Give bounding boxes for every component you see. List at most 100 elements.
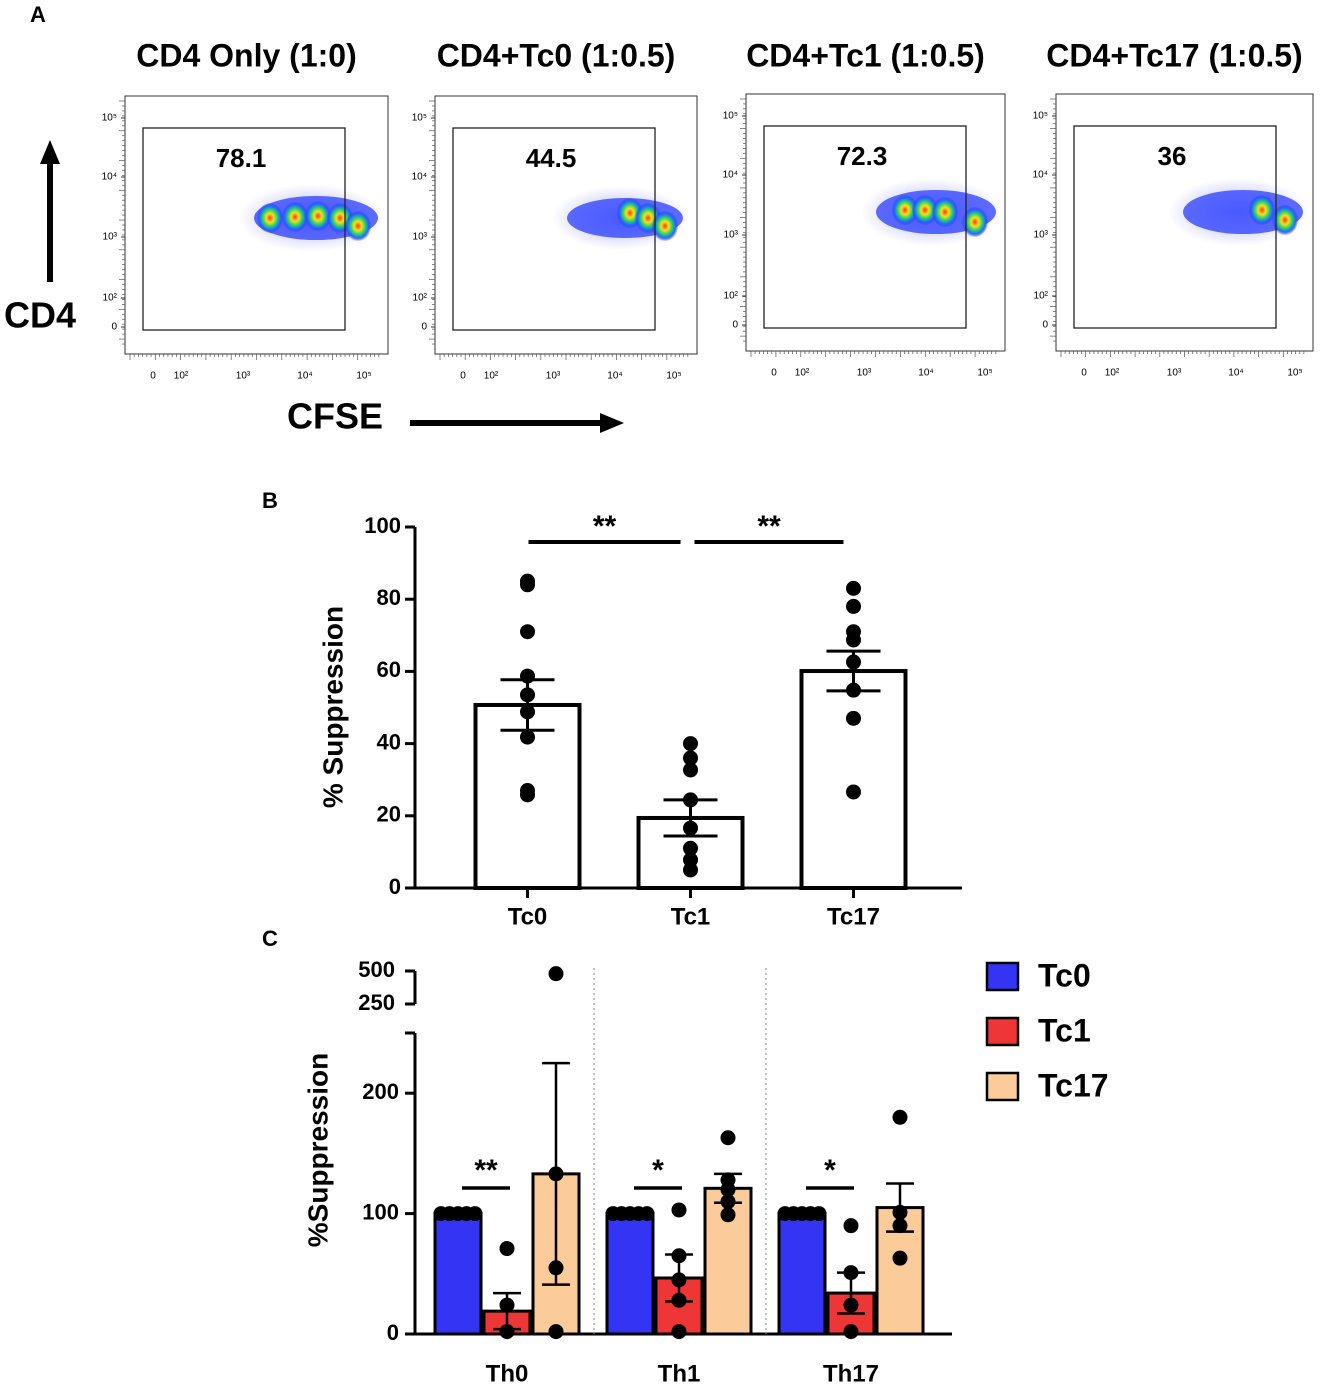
y-axis-title: % Suppression (317, 606, 348, 808)
gate-value: 36 (1158, 141, 1187, 171)
x-tick-label: 0 (771, 368, 777, 379)
data-point (671, 1324, 687, 1340)
data-point (548, 1324, 564, 1340)
x-tick-label: 10³ (1167, 368, 1182, 379)
y-tick-label: 10³ (1034, 230, 1049, 241)
gate-value: 72.3 (837, 141, 888, 171)
data-point (846, 580, 861, 596)
data-point (499, 1241, 515, 1257)
data-point (671, 1248, 687, 1264)
cell-cluster (345, 211, 371, 241)
significance-label: ** (474, 1154, 498, 1187)
data-point (520, 704, 535, 720)
cell-cluster (912, 195, 938, 225)
y-tick-label: 10² (413, 293, 428, 304)
x-tick-label: Tc17 (827, 903, 880, 930)
legend-swatch (985, 961, 1020, 992)
data-point (811, 1206, 827, 1222)
data-point (843, 1218, 859, 1234)
data-point (467, 1206, 483, 1222)
cfse-arrow-head (600, 413, 624, 433)
x-tick-label: Th17 (823, 1360, 879, 1387)
y-tick-label: 10⁵ (412, 113, 427, 124)
y-tick-label: 10⁴ (1033, 170, 1048, 181)
data-point (683, 820, 698, 836)
data-point (720, 1207, 736, 1223)
cell-cluster (932, 197, 958, 227)
data-point (671, 1292, 687, 1308)
panel-label: B (262, 488, 278, 513)
data-point (720, 1130, 736, 1146)
gate (142, 127, 346, 331)
x-tick-label: Tc1 (671, 903, 711, 930)
gate (763, 125, 967, 329)
y-tick-label: 250 (358, 990, 395, 1015)
data-point (846, 710, 861, 726)
data-point (846, 632, 861, 648)
significance-label: ** (757, 510, 781, 543)
y-tick-label: 10³ (103, 232, 118, 243)
legend-swatch (985, 1016, 1020, 1047)
x-tick-label: 10² (1105, 368, 1120, 379)
y-axis-title: %Suppression (302, 1053, 333, 1247)
y-tick-label: 40 (377, 729, 401, 754)
y-tick-label: 0 (111, 322, 117, 333)
y-tick-label: 10³ (413, 232, 428, 243)
data-point (520, 668, 535, 684)
bar (605, 1212, 655, 1336)
data-point (892, 1109, 908, 1125)
y-tick-label: 100 (364, 513, 401, 538)
y-tick-label: 10⁴ (102, 172, 117, 183)
y-tick-label: 10⁴ (412, 172, 427, 183)
y-tick-label: 10⁵ (1033, 111, 1048, 122)
gate-value: 44.5 (526, 143, 577, 173)
data-point (892, 1218, 908, 1234)
data-point (520, 577, 535, 593)
cell-cluster (962, 207, 988, 237)
data-point (892, 1250, 908, 1266)
x-tick-label: 10⁴ (1228, 368, 1243, 379)
x-tick-label: 0 (1081, 368, 1087, 379)
data-point (892, 1204, 908, 1220)
gate (1073, 125, 1277, 329)
y-tick-label: 500 (358, 957, 395, 982)
data-point (843, 1297, 859, 1313)
y-tick-label: 0 (387, 1320, 399, 1345)
x-tick-label: 10⁵ (356, 371, 371, 382)
data-point (846, 682, 861, 698)
data-point (683, 762, 698, 778)
bar (799, 669, 908, 890)
y-tick-label: 10⁵ (102, 113, 117, 124)
data-point (683, 736, 698, 752)
y-tick-label: 10³ (724, 230, 739, 241)
x-tick-label: Th1 (658, 1360, 701, 1387)
x-axis-label: CFSE (287, 396, 383, 437)
x-tick-label: 10⁴ (297, 371, 312, 382)
cell-cluster (892, 195, 918, 225)
data-point (843, 1324, 859, 1340)
x-tick-label: Th0 (486, 1360, 529, 1387)
significance-label: * (652, 1154, 664, 1187)
plot-title: CD4+Tc17 (1:0.5) (1046, 37, 1302, 73)
data-point (499, 1297, 515, 1313)
data-point (843, 1265, 859, 1281)
data-point (683, 792, 698, 808)
data-point (683, 750, 698, 766)
data-point (520, 624, 535, 640)
data-point (846, 598, 861, 614)
x-tick-label: Tc0 (508, 903, 548, 930)
legend-label: Tc17 (1038, 1067, 1109, 1103)
x-tick-label: 10⁴ (607, 371, 622, 382)
data-point (671, 1202, 687, 1218)
data-point (548, 1166, 564, 1182)
data-point (846, 784, 861, 800)
y-tick-label: 60 (377, 657, 401, 682)
data-point (548, 1260, 564, 1276)
legend-label: Tc1 (1038, 1012, 1091, 1048)
x-tick-label: 10³ (546, 371, 561, 382)
gate-value: 78.1 (216, 143, 267, 173)
data-point (671, 1272, 687, 1288)
y-tick-label: 20 (377, 802, 401, 827)
x-tick-label: 10² (795, 368, 810, 379)
bar (777, 1212, 827, 1336)
